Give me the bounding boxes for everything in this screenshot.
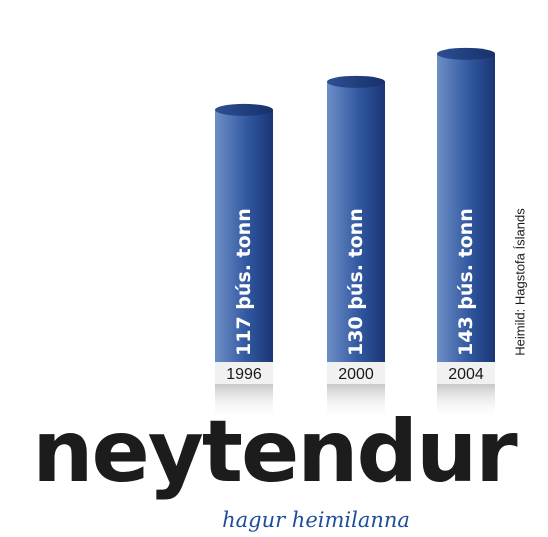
bar-2004 xyxy=(437,53,495,363)
bar-cap-2000 xyxy=(327,75,385,88)
x-tick-label: 2004 xyxy=(448,366,484,383)
bar-reflection xyxy=(215,384,273,420)
bar-cap-1996 xyxy=(215,103,273,116)
data-label: 143 þús. tonn xyxy=(455,208,477,356)
year-box xyxy=(327,362,385,384)
year-box xyxy=(437,362,495,384)
year-box xyxy=(215,362,273,384)
bar-cap-2004 xyxy=(437,47,495,60)
brand-tagline: hagur heimilanna xyxy=(222,508,410,532)
data-label: 130 þús. tonn xyxy=(345,208,367,356)
x-tick-label: 2000 xyxy=(338,366,374,383)
data-label: 117 þús. tonn xyxy=(233,208,255,356)
bar-2000 xyxy=(327,81,385,362)
bar-reflection xyxy=(437,384,495,420)
bar-1996 xyxy=(215,109,273,363)
source-label: Heimild: Hagstofa Íslands xyxy=(512,208,528,356)
bar-reflection xyxy=(327,384,385,420)
brand-logo: neytendur xyxy=(32,402,517,502)
x-tick-label: 1996 xyxy=(226,366,262,383)
